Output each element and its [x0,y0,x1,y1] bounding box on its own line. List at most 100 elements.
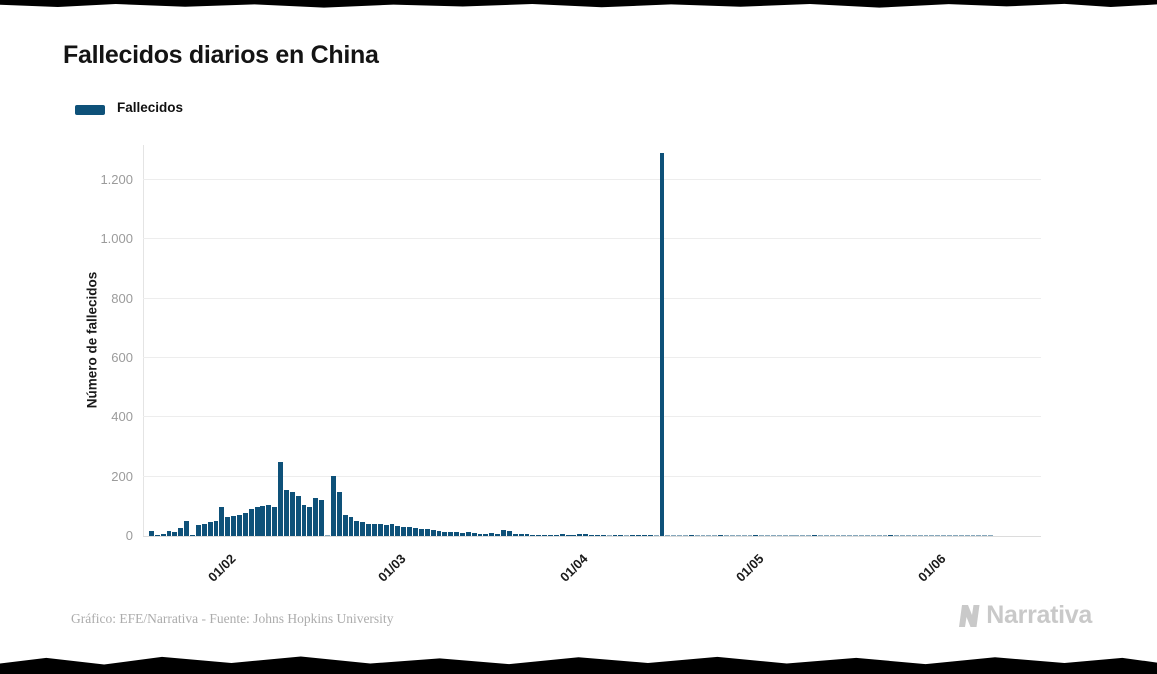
bar [307,507,313,536]
bar [800,535,806,536]
x-tick-label: 01/03 [375,551,409,585]
bar [870,535,876,536]
x-tick-label: 01/02 [205,551,239,585]
y-tick-label: 1.000 [100,231,133,247]
bar [935,535,941,536]
chart-title: Fallecidos diarios en China [63,41,379,69]
bar [782,535,788,536]
bar [401,526,407,536]
bar [641,535,647,536]
gridline [143,179,1041,181]
bar [518,534,524,536]
bar [923,535,929,536]
bar [882,535,888,536]
bar [841,535,847,536]
bar [712,535,718,536]
bar [964,535,970,536]
bar [812,535,817,536]
bar [501,530,506,536]
bar [377,523,383,536]
bar [677,535,682,536]
bar [864,535,870,536]
bar [242,512,248,536]
gridline [143,297,1041,299]
bar [201,523,207,536]
bar [729,535,735,536]
bar [636,535,641,536]
bar [266,505,272,536]
bar [319,499,325,536]
bar [905,535,911,536]
bar [442,531,448,536]
bar [430,530,436,536]
y-tick-label: 800 [111,290,133,306]
bar [817,535,823,536]
bar [395,526,401,536]
torn-edge-bottom [0,656,1157,674]
plot-area [143,145,1041,536]
bar [853,535,859,536]
bar [718,535,724,536]
narrativa-logo-icon [959,604,980,627]
gridline [143,238,1041,240]
legend-label: Fallecidos [117,100,184,115]
bar [448,532,454,536]
bar [559,534,565,536]
bar [272,506,278,536]
bar [389,524,395,536]
bar [911,535,917,536]
y-tick-label: 0 [125,528,133,543]
bar [589,535,594,536]
bar [483,534,489,536]
bar [336,491,342,536]
bar [530,534,536,536]
bar [301,504,307,536]
bar [859,535,864,536]
legend-item-fallecidos[interactable]: Fallecidos [75,100,183,115]
bar [753,535,759,536]
bar [941,535,947,536]
bar [665,535,671,536]
bar [383,525,389,536]
bar [776,535,782,536]
bar [735,535,741,536]
bar [988,535,993,536]
bar [237,514,242,536]
x-tick-label: 01/06 [915,551,949,585]
bar [248,508,254,536]
bar [283,490,289,536]
bar [424,529,430,536]
bar [231,515,237,536]
bar [829,535,835,536]
y-tick-label: 200 [111,468,133,484]
bar [477,533,483,536]
brand-name: Narrativa [986,601,1092,629]
bar [278,461,283,536]
bar [700,535,706,536]
bar [219,506,225,536]
bar [548,535,553,536]
bar [254,507,260,536]
bar [747,535,753,536]
bar [624,535,630,536]
bar [154,535,160,536]
source-credit: Gráfico: EFE/Narrativa - Fuente: Johns H… [71,611,394,626]
bar [594,535,600,536]
bar [982,535,988,536]
bar [495,533,501,536]
bar [407,527,413,536]
bar [958,535,964,536]
torn-edge-top [0,0,1157,8]
bar [917,535,923,536]
bar [553,535,559,536]
x-axis-line [143,536,1041,537]
bar [653,535,659,536]
bar [184,521,190,536]
bar [225,517,231,536]
bar [454,532,460,536]
bar [260,506,266,536]
bar [313,497,319,536]
bar [900,535,905,536]
bar [929,535,935,536]
bar [536,534,542,536]
